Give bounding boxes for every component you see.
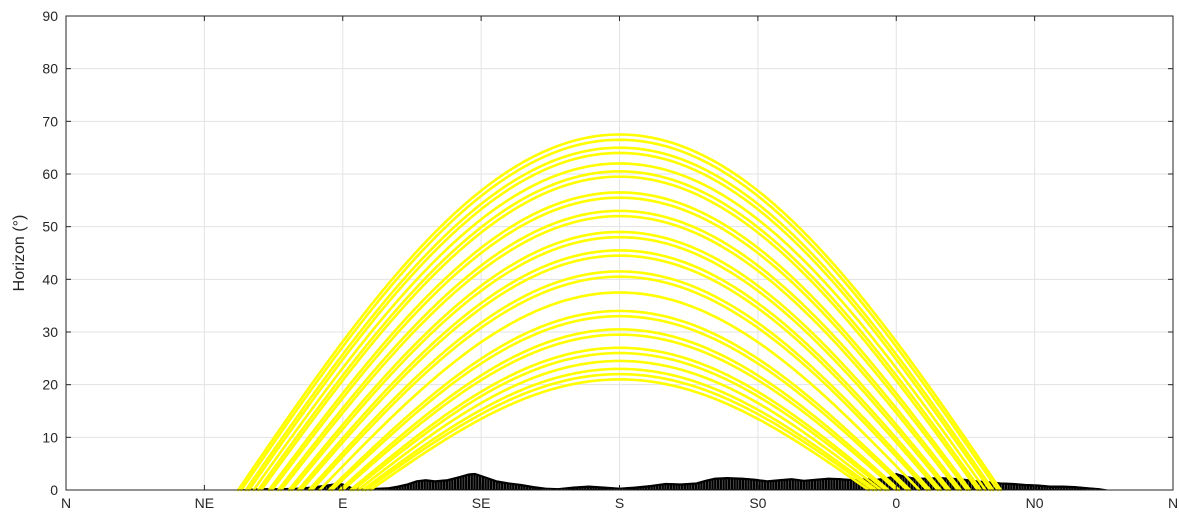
- sun-path-line-22: [349, 346, 890, 492]
- sun-path-line-6: [259, 175, 980, 492]
- x-tick-label-3: SE: [472, 495, 491, 511]
- sun-path-line-9: [276, 209, 963, 492]
- y-tick-labels: 0 10 20 30 40 50 60 70 80 90: [42, 8, 58, 498]
- y-tick-label-90: 90: [42, 8, 58, 24]
- sun-path-line-20: [338, 328, 901, 492]
- y-tick-label-10: 10: [42, 429, 58, 445]
- x-tick-label-7: N0: [1026, 495, 1044, 511]
- sun-path-line-14: [299, 254, 940, 492]
- sun-path-line-24: [356, 359, 883, 492]
- sun-path-line-12: [290, 235, 949, 492]
- x-tick-label-6: 0: [892, 495, 900, 511]
- sun-path-line-25: [361, 367, 878, 492]
- plot-axes: [65, 15, 1174, 491]
- x-tick-label-0: N: [61, 495, 71, 511]
- sun-path-line-15: [307, 270, 932, 492]
- y-tick-label-60: 60: [42, 166, 58, 182]
- sun-path-line-5: [256, 170, 983, 492]
- sun-path-line-19: [330, 314, 909, 492]
- x-tick-label-4: S: [615, 495, 624, 511]
- sun-path-line-13: [296, 249, 943, 492]
- x-tick-label-1: NE: [195, 495, 214, 511]
- sun-path-line-1: [239, 138, 1000, 492]
- sun-path-line-7: [267, 191, 972, 492]
- sun-path-line-18: [327, 309, 912, 492]
- x-tick-labels: N NE E SE S S0 0 N0 N: [61, 495, 1178, 511]
- sun-path-line-17: [318, 291, 921, 492]
- y-tick-label-40: 40: [42, 271, 58, 287]
- sun-path-line-4: [252, 162, 987, 492]
- y-tick-label-20: 20: [42, 377, 58, 393]
- sun-path-line-10: [279, 214, 960, 492]
- y-tick-label-80: 80: [42, 61, 58, 77]
- x-tick-label-8: N: [1168, 495, 1178, 511]
- y-axis-title: Horizon (°): [11, 215, 28, 292]
- grid-lines: [65, 15, 1174, 491]
- sun-path-line-0: [236, 133, 1003, 492]
- sun-paths: [236, 133, 1003, 492]
- sun-path-line-8: [270, 196, 969, 492]
- sun-path-line-26: [364, 372, 875, 492]
- sun-path-line-3: [247, 151, 992, 492]
- sun-path-line-21: [341, 333, 898, 492]
- x-tick-label-5: S0: [749, 495, 766, 511]
- sun-path-line-23: [352, 351, 887, 492]
- sun-path-line-11: [287, 230, 952, 492]
- y-tick-label-70: 70: [42, 113, 58, 129]
- sun-path-line-16: [310, 275, 929, 492]
- sun-path-line-2: [244, 146, 995, 492]
- y-tick-label-30: 30: [42, 324, 58, 340]
- y-tick-label-0: 0: [50, 482, 58, 498]
- sun-path-line-27: [369, 378, 870, 492]
- y-tick-label-50: 50: [42, 219, 58, 235]
- x-tick-label-2: E: [338, 495, 347, 511]
